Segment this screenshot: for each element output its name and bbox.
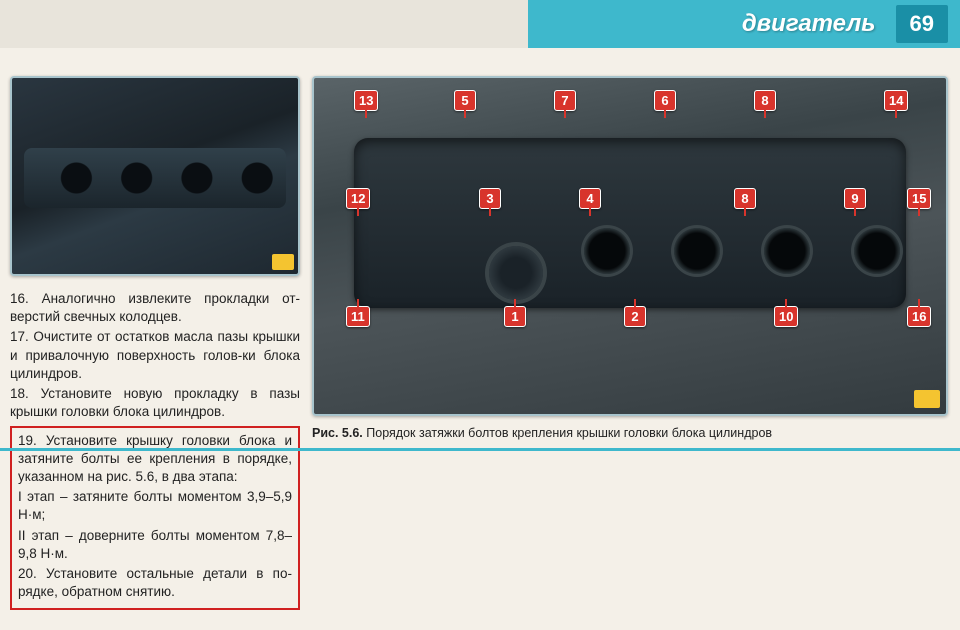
figure-number: Рис. 5.6. <box>312 426 363 440</box>
bolt-label-13: 13 <box>354 90 378 111</box>
coil-hole-graphic <box>854 228 900 274</box>
divider-rule <box>0 448 960 451</box>
left-column: 16. Аналогично извлеките прокладки от-ве… <box>10 76 300 610</box>
bolt-label-2: 2 <box>624 306 646 327</box>
bolt-label-6: 6 <box>654 90 676 111</box>
bolt-label-8: 8 <box>734 188 756 209</box>
coil-hole-graphic <box>674 228 720 274</box>
valve-cover-graphic <box>24 148 286 208</box>
bolt-label-7: 7 <box>554 90 576 111</box>
main-figure: 135768141234891511121016 <box>312 76 948 416</box>
oil-cap-graphic <box>489 246 543 300</box>
step-16: 16. Аналогично извлеките прокладки от-ве… <box>10 290 300 326</box>
coil-hole-graphic <box>764 228 810 274</box>
figure-caption-text: Порядок затяжки болтов крепления крышки … <box>366 426 772 440</box>
bolt-label-3: 3 <box>479 188 501 209</box>
step-19c: II этап – доверните болты моментом 7,8–9… <box>18 527 292 563</box>
step-18: 18. Установите новую прокладку в пазы кр… <box>10 385 300 421</box>
bolt-label-12: 12 <box>346 188 370 209</box>
instruction-text: 16. Аналогично извлеките прокладки от-ве… <box>10 290 300 422</box>
section-title: двигатель <box>742 10 876 38</box>
bolt-label-8: 8 <box>754 90 776 111</box>
page-body: 16. Аналогично извлеките прокладки от-ве… <box>0 48 960 630</box>
wrench-icon <box>914 390 940 408</box>
figure-caption: Рис. 5.6. Порядок затяжки болтов креплен… <box>312 426 948 440</box>
highlighted-steps: 19. Установите крышку головки блока и за… <box>10 426 300 610</box>
page-number: 69 <box>896 5 948 43</box>
bolt-label-9: 9 <box>844 188 866 209</box>
thumbnail-photo <box>10 76 300 276</box>
bolt-label-15: 15 <box>907 188 931 209</box>
step-19a: 19. Установите крышку головки блока и за… <box>18 432 292 487</box>
bolt-label-16: 16 <box>907 306 931 327</box>
bolt-label-10: 10 <box>774 306 798 327</box>
bolt-label-1: 1 <box>504 306 526 327</box>
coil-hole-graphic <box>584 228 630 274</box>
bolt-label-4: 4 <box>579 188 601 209</box>
page-header: двигатель 69 <box>0 0 960 48</box>
bolt-label-11: 11 <box>346 306 370 327</box>
step-17: 17. Очистите от остатков масла пазы крыш… <box>10 328 300 383</box>
bolt-label-14: 14 <box>884 90 908 111</box>
step-19b: I этап – затяните болты моментом 3,9–5,9… <box>18 488 292 524</box>
wrench-icon <box>272 254 294 270</box>
bolt-label-5: 5 <box>454 90 476 111</box>
engine-cover-graphic <box>354 138 906 308</box>
step-20: 20. Установите остальные детали в по-ряд… <box>18 565 292 601</box>
